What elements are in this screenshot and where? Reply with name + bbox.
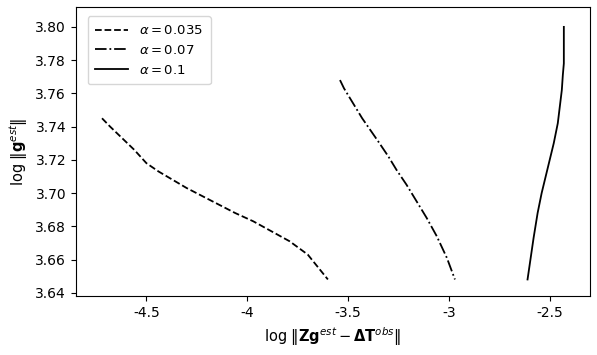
$\alpha = 0.07$ (367, 128, 374, 132)
$\alpha = 0.035$ (304, 252, 311, 257)
Line: $\alpha = 0.1$: $\alpha = 0.1$ (528, 27, 564, 279)
$\alpha = 0.035$ (232, 211, 239, 215)
$\alpha = 0.035$ (268, 229, 275, 233)
$\alpha = 0.07$ (403, 182, 410, 187)
Y-axis label: log $\| \mathbf{g}^{est} \|$: log $\| \mathbf{g}^{est} \|$ (7, 117, 30, 186)
$\alpha = 0.07$ (444, 256, 451, 260)
$\alpha = 0.1$ (559, 73, 567, 77)
$\alpha = 0.1$ (542, 174, 549, 179)
$\alpha = 0.1$ (550, 141, 558, 145)
Line: $\alpha = 0.035$: $\alpha = 0.035$ (102, 118, 328, 279)
$\alpha = 0.035$ (286, 239, 293, 244)
$\alpha = 0.1$ (560, 31, 567, 36)
$\alpha = 0.035$ (216, 203, 223, 207)
X-axis label: log $\| \mathbf{Zg}^{est} - \mathbf{\Delta T}^{obs} \|$: log $\| \mathbf{Zg}^{est} - \mathbf{\Del… (264, 325, 401, 348)
$\alpha = 0.1$ (560, 25, 567, 29)
$\alpha = 0.035$ (250, 219, 257, 223)
$\alpha = 0.1$ (560, 40, 567, 44)
$\alpha = 0.1$ (530, 236, 537, 240)
$\alpha = 0.035$ (143, 161, 150, 165)
$\alpha = 0.07$ (340, 86, 347, 91)
$\alpha = 0.035$ (106, 125, 113, 129)
Line: $\alpha = 0.07$: $\alpha = 0.07$ (340, 80, 455, 279)
$\alpha = 0.07$ (375, 140, 382, 144)
$\alpha = 0.07$ (353, 106, 360, 110)
$\alpha = 0.1$ (558, 88, 565, 92)
$\alpha = 0.035$ (99, 116, 106, 120)
$\alpha = 0.1$ (524, 277, 531, 282)
$\alpha = 0.1$ (534, 211, 541, 215)
$\alpha = 0.1$ (538, 191, 545, 195)
$\alpha = 0.1$ (554, 121, 561, 125)
$\alpha = 0.035$ (131, 148, 138, 152)
$\alpha = 0.035$ (119, 136, 126, 140)
$\alpha = 0.1$ (560, 50, 567, 54)
$\alpha = 0.07$ (359, 116, 366, 120)
$\alpha = 0.035$ (169, 178, 176, 182)
$\alpha = 0.07$ (346, 96, 353, 100)
$\alpha = 0.07$ (336, 78, 343, 82)
$\alpha = 0.035$ (183, 186, 190, 190)
$\alpha = 0.035$ (155, 169, 162, 174)
$\alpha = 0.1$ (560, 61, 567, 66)
Legend: $\alpha = 0.035$, $\alpha = 0.07$, $\alpha = 0.1$: $\alpha = 0.035$, $\alpha = 0.07$, $\alp… (88, 16, 211, 84)
$\alpha = 0.1$ (546, 158, 553, 162)
$\alpha = 0.07$ (413, 199, 420, 203)
$\alpha = 0.07$ (423, 216, 430, 220)
$\alpha = 0.1$ (556, 104, 564, 109)
$\alpha = 0.035$ (324, 277, 331, 282)
$\alpha = 0.07$ (385, 154, 392, 159)
$\alpha = 0.07$ (393, 168, 400, 172)
$\alpha = 0.07$ (451, 277, 458, 282)
$\alpha = 0.035$ (199, 194, 207, 198)
$\alpha = 0.07$ (433, 234, 441, 239)
